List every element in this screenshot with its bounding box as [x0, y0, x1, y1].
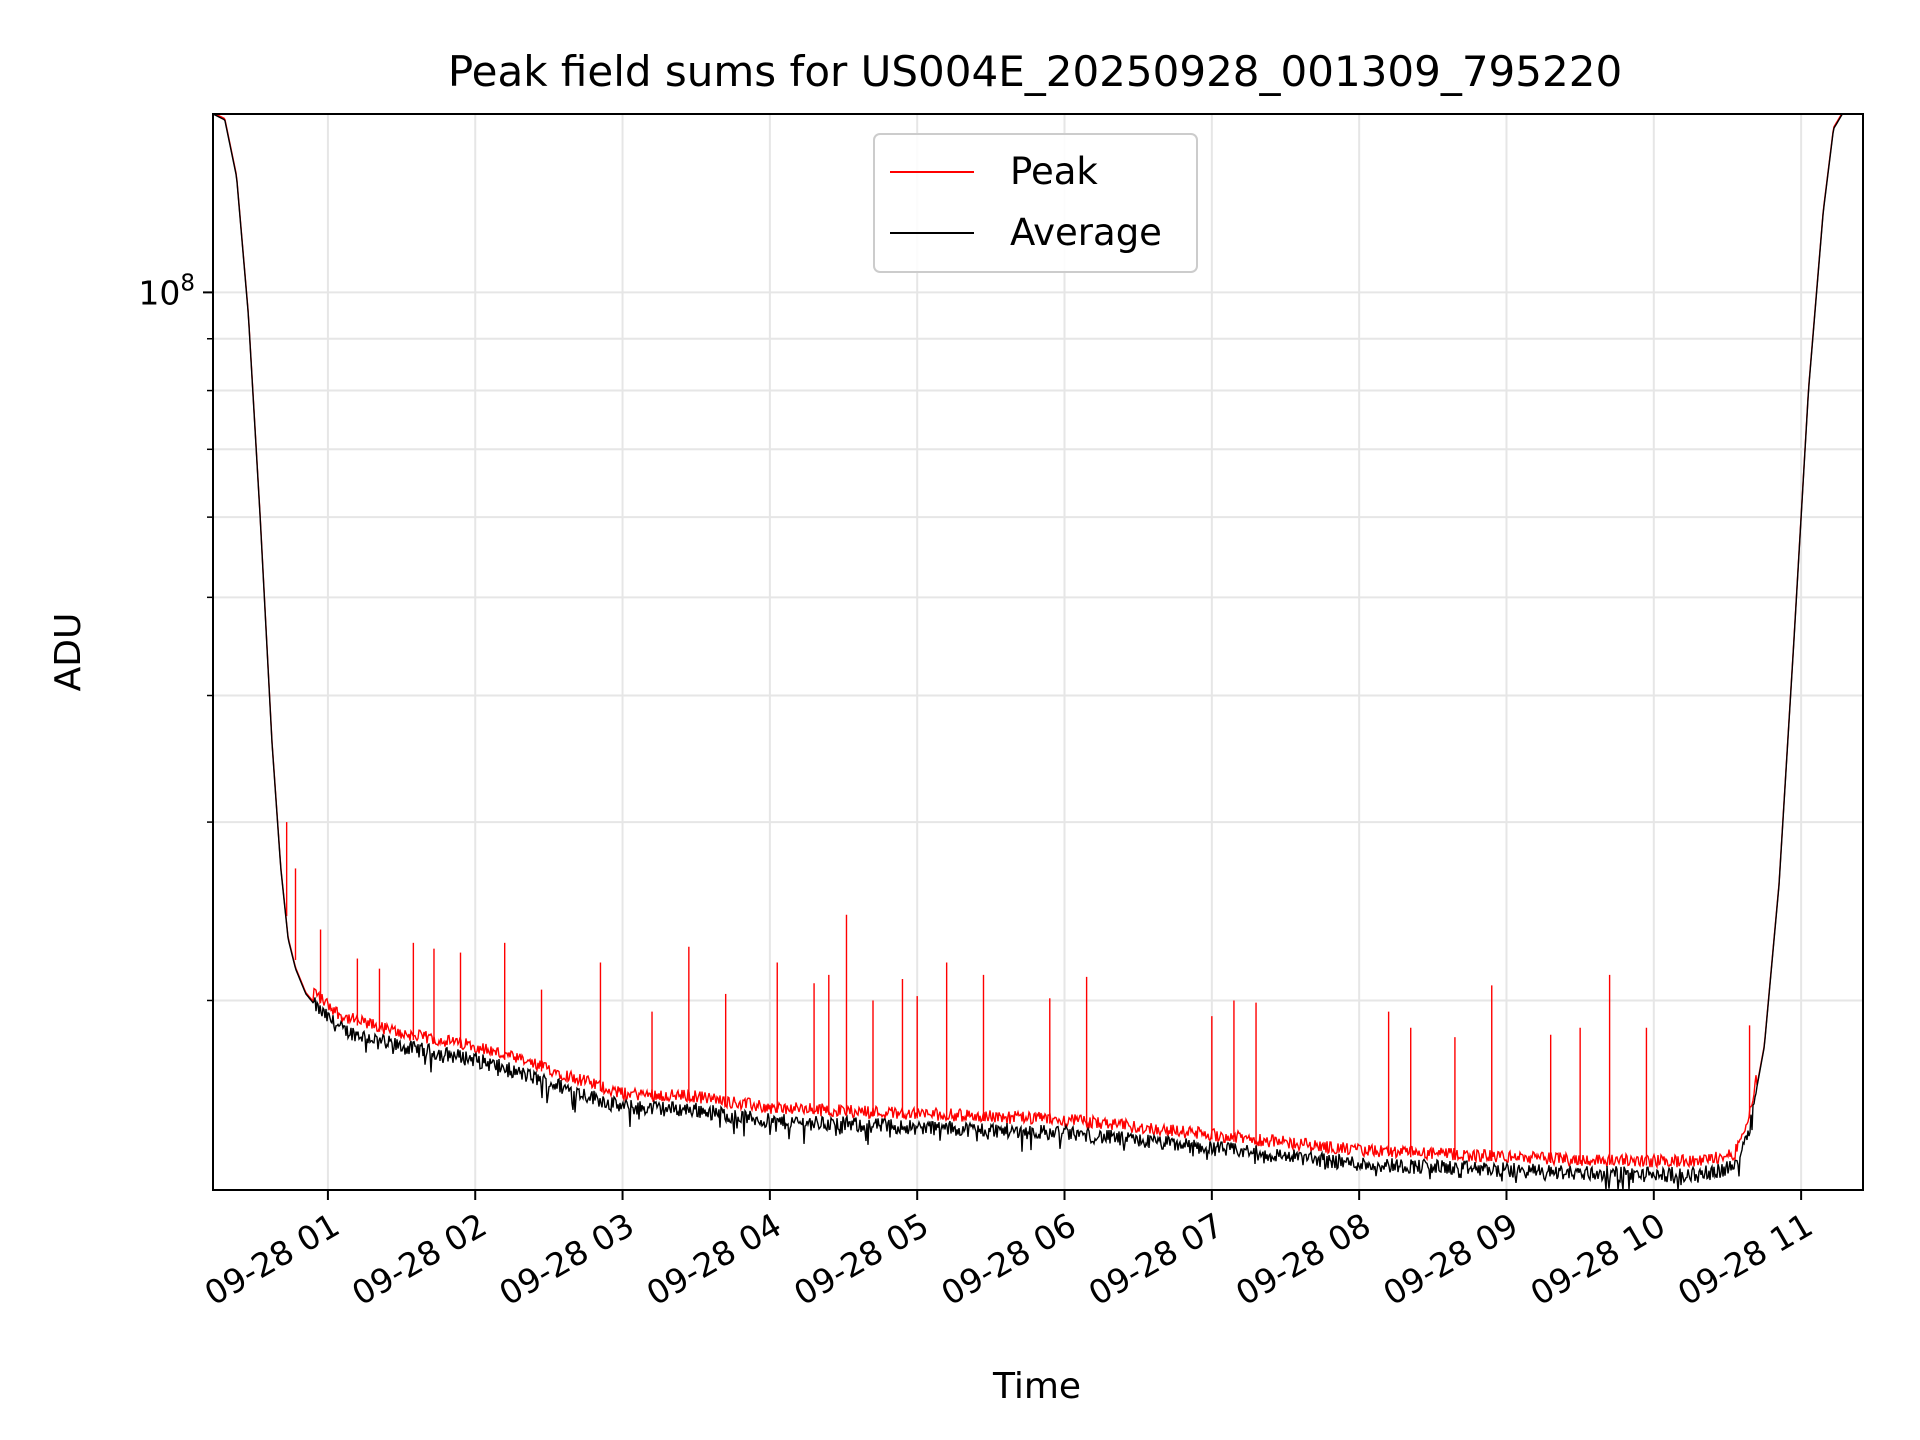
chart-title: Peak field sums for US004E_20250928_0013…	[448, 47, 1622, 96]
axes-frame	[212, 113, 1864, 1191]
legend-box	[873, 133, 1198, 273]
legend: Peak Average	[873, 133, 1198, 273]
legend-average-label: Average	[1010, 211, 1162, 254]
average-series-line	[212, 113, 1863, 1191]
y-tick-label: 108	[138, 270, 195, 312]
grid	[213, 114, 1863, 1190]
y-axis: 108	[138, 270, 213, 1002]
plot-area	[212, 113, 1863, 1191]
x-axis-label: Time	[992, 1366, 1081, 1407]
peak-series-line	[213, 113, 1863, 1170]
legend-peak-label: Peak	[1010, 150, 1098, 193]
y-axis-label: ADU	[48, 613, 89, 692]
